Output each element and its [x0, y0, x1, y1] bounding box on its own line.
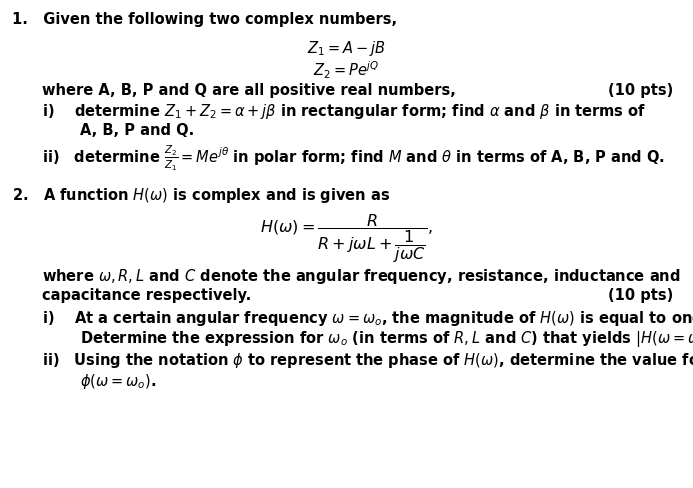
Text: 2.   A function $H(\omega)$ is complex and is given as: 2. A function $H(\omega)$ is complex and…	[12, 186, 391, 205]
Text: i)    determine $Z_1 + Z_2 = \alpha + j\beta$ in rectangular form; find $\alpha$: i) determine $Z_1 + Z_2 = \alpha + j\bet…	[42, 102, 646, 122]
Text: capacitance respectively.: capacitance respectively.	[42, 288, 251, 303]
Text: A, B, P and Q.: A, B, P and Q.	[80, 123, 194, 138]
Text: i)    At a certain angular frequency $\omega = \omega_o$, the magnitude of $H(\o: i) At a certain angular frequency $\omeg…	[42, 309, 693, 328]
Text: $Z_2 = Pe^{jQ}$: $Z_2 = Pe^{jQ}$	[313, 60, 380, 81]
Text: Determine the expression for $\omega_o$ (in terms of $R, L$ and $C$) that yields: Determine the expression for $\omega_o$ …	[80, 329, 693, 349]
Text: 1.   Given the following two complex numbers,: 1. Given the following two complex numbe…	[12, 12, 398, 27]
Text: (10 pts): (10 pts)	[608, 288, 674, 303]
Text: $\phi(\omega = \omega_o)$.: $\phi(\omega = \omega_o)$.	[80, 372, 156, 391]
Text: ii)   Using the notation $\phi$ to represent the phase of $H(\omega)$, determine: ii) Using the notation $\phi$ to represe…	[42, 351, 693, 370]
Text: ii)   determine $\frac{Z_2}{Z_1} = Me^{j\theta}$ in polar form; find $M$ and $\t: ii) determine $\frac{Z_2}{Z_1} = Me^{j\t…	[42, 144, 665, 173]
Text: where A, B, P and Q are all positive real numbers,: where A, B, P and Q are all positive rea…	[42, 83, 455, 98]
Text: $Z_1 = A - jB$: $Z_1 = A - jB$	[307, 39, 386, 58]
Text: where $\omega, R, L$ and $C$ denote the angular frequency, resistance, inductanc: where $\omega, R, L$ and $C$ denote the …	[42, 267, 680, 286]
Text: $H(\omega) = \dfrac{R}{R + j\omega L + \dfrac{1}{j\omega C}},$: $H(\omega) = \dfrac{R}{R + j\omega L + \…	[260, 212, 433, 265]
Text: (10 pts): (10 pts)	[608, 83, 674, 98]
